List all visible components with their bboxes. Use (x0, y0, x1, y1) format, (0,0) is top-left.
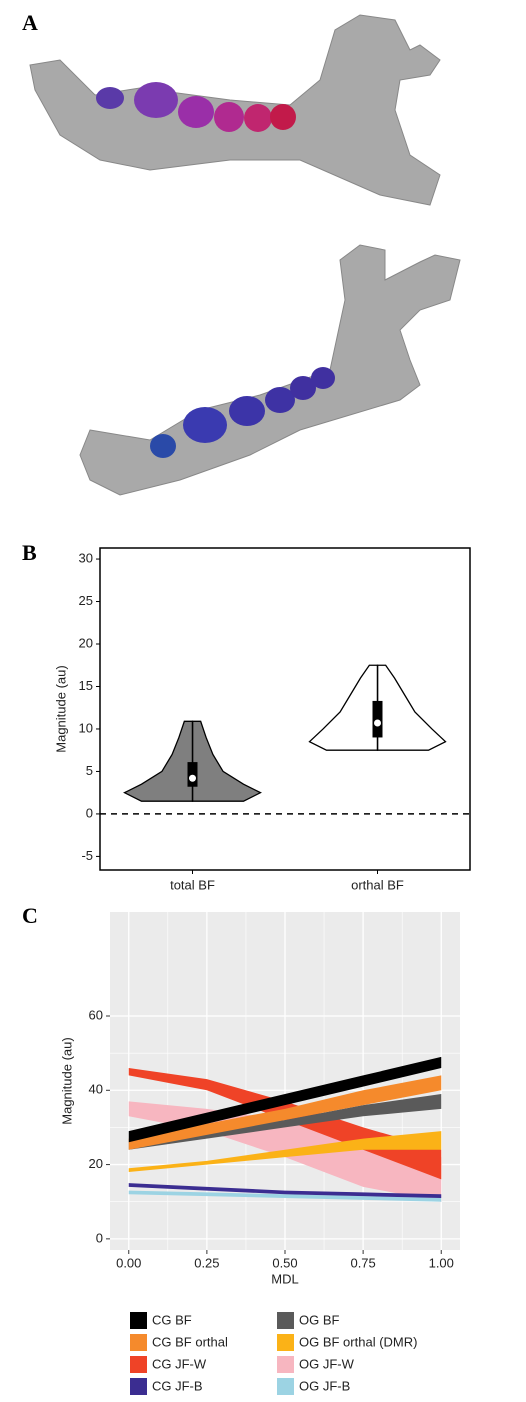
ribbon (128, 1056, 442, 1143)
ribbon (128, 1190, 442, 1202)
tooth (265, 387, 295, 413)
y-axis-title: Magnitude (au) (53, 665, 68, 752)
legend-swatch (277, 1312, 294, 1329)
jaw-lower (79, 244, 461, 496)
y-tick-label: 60 (89, 1007, 103, 1022)
legend-label: OG JF-B (299, 1378, 350, 1393)
ribbon (128, 1075, 442, 1150)
y-tick-label: 15 (79, 678, 93, 693)
y-tick-label: 0 (86, 805, 93, 820)
panel-label: A (22, 10, 38, 35)
x-axis-title: MDL (271, 1271, 298, 1286)
legend-label: OG JF-W (299, 1356, 355, 1371)
median (189, 774, 196, 782)
tooth (270, 104, 296, 130)
ribbon (128, 1131, 442, 1172)
jaw-upper (29, 14, 441, 206)
violin-half (308, 664, 379, 751)
legend-swatch (130, 1356, 147, 1373)
tooth (244, 104, 272, 132)
tooth (178, 96, 214, 128)
y-tick-label: 20 (79, 635, 93, 650)
tooth (150, 434, 176, 458)
panel-label: C (22, 903, 38, 928)
legend-label: CG BF orthal (152, 1334, 228, 1349)
x-tick-label: 0.75 (350, 1255, 375, 1270)
y-tick-label: -5 (81, 848, 93, 863)
legend-swatch (277, 1334, 294, 1351)
tooth (214, 102, 244, 132)
panel-label: B (22, 540, 37, 565)
plot-frame (99, 547, 471, 871)
legend-label: CG JF-B (152, 1378, 203, 1393)
ribbon (128, 1068, 442, 1180)
legend-label: OG BF orthal (DMR) (299, 1334, 417, 1349)
tooth (290, 376, 316, 400)
tooth (183, 407, 227, 443)
legend-label: CG BF (152, 1312, 192, 1327)
ribbon (128, 1183, 442, 1198)
x-tick-label: 0.25 (194, 1255, 219, 1270)
legend-swatch (130, 1312, 147, 1329)
legend-label: CG JF-W (152, 1356, 207, 1371)
ribbon (128, 1094, 442, 1150)
median (374, 719, 381, 727)
y-tick-label: 20 (89, 1156, 103, 1171)
violin-half (191, 720, 262, 802)
y-tick-label: 25 (79, 593, 93, 608)
x-tick-label: 0.00 (116, 1255, 141, 1270)
tooth (134, 82, 178, 118)
box (187, 762, 198, 787)
x-tick-label: 1.00 (429, 1255, 454, 1270)
legend-swatch (130, 1334, 147, 1351)
violin-half (376, 664, 447, 751)
x-tick-label: 0.50 (272, 1255, 297, 1270)
y-tick-label: 0 (96, 1230, 103, 1245)
y-tick-label: 40 (89, 1082, 103, 1097)
y-tick-label: 30 (79, 550, 93, 565)
y-axis-title: Magnitude (au) (59, 1037, 74, 1124)
legend-swatch (277, 1378, 294, 1395)
bone (79, 244, 461, 496)
x-tick-label: total BF (170, 877, 215, 892)
x-tick-label: orthal BF (351, 877, 404, 892)
legend-swatch (130, 1378, 147, 1395)
tooth (229, 396, 265, 426)
box (372, 700, 383, 738)
y-tick-label: 5 (86, 763, 93, 778)
y-tick-label: 10 (79, 720, 93, 735)
legend-label: OG BF (299, 1312, 340, 1327)
violin-half (123, 720, 194, 802)
legend-swatch (277, 1356, 294, 1373)
tooth (96, 87, 124, 109)
tooth (311, 367, 335, 389)
